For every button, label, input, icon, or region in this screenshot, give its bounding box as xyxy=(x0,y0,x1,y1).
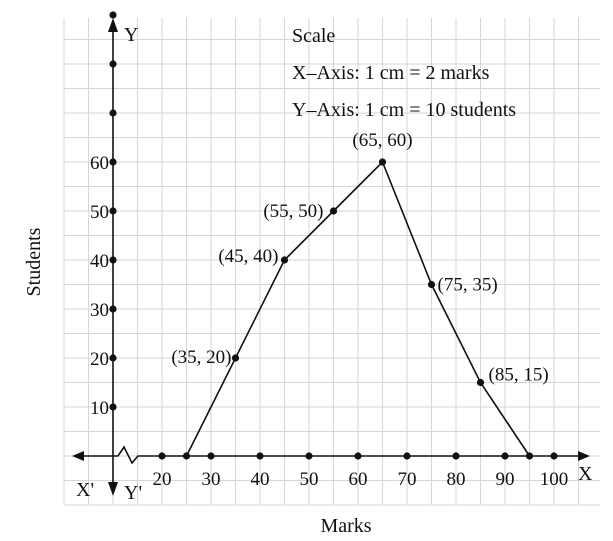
y-tick-dot xyxy=(109,256,117,264)
ticks: 20 30 40 50 60 70 80 90 100 10 20 30 40 50 60 xyxy=(90,11,568,490)
x-tick-dot xyxy=(452,452,460,460)
data-point xyxy=(231,354,240,362)
y-tick-dot xyxy=(109,60,117,68)
y-tick-label: 30 xyxy=(90,300,109,321)
scale-heading: Scale xyxy=(292,25,335,47)
y-tick-label: 20 xyxy=(90,349,109,370)
x-tick-label: 40 xyxy=(251,469,270,490)
y-tick-label: 10 xyxy=(90,398,109,419)
data-point xyxy=(525,452,534,460)
x-tick-dot xyxy=(256,452,264,460)
axis-name-y-pos: Y xyxy=(124,24,138,46)
x-tick-label: 100 xyxy=(540,469,569,490)
scale-box: Scale X–Axis: 1 cm = 2 marks Y–Axis: 1 c… xyxy=(292,25,516,121)
scale-x-axis: X–Axis: 1 cm = 2 marks xyxy=(292,62,490,84)
x-tick-label: 70 xyxy=(398,469,417,490)
data-point xyxy=(280,256,289,264)
y-axis-arrow-down xyxy=(108,482,118,496)
y-tick-label: 50 xyxy=(90,202,109,223)
axis-name-x-neg: X' xyxy=(76,479,94,501)
y-tick-dot xyxy=(109,11,117,19)
x-tick-label: 30 xyxy=(202,469,221,490)
x-tick-dot xyxy=(550,452,558,460)
data-label: (45, 40) xyxy=(218,246,278,267)
scale-y-axis: Y–Axis: 1 cm = 10 students xyxy=(292,99,516,121)
data-point xyxy=(182,452,191,460)
data-point xyxy=(427,280,436,289)
y-tick-label: 40 xyxy=(90,251,109,272)
x-tick-dot xyxy=(158,452,166,460)
x-tick-dot xyxy=(501,452,509,460)
x-axis-title: Marks xyxy=(320,515,371,537)
y-axis-arrow-up xyxy=(108,18,118,32)
x-tick-label: 90 xyxy=(496,469,515,490)
x-axis-arrow-left xyxy=(72,451,84,461)
axis-name-x-pos: X xyxy=(578,463,593,485)
x-axis-line xyxy=(76,445,585,465)
axes xyxy=(72,18,590,496)
x-tick-dot xyxy=(305,452,313,460)
data-label: (35, 20) xyxy=(171,347,231,368)
x-tick-label: 60 xyxy=(349,469,368,490)
series-line xyxy=(185,160,531,457)
data-point xyxy=(476,378,485,387)
series: (35, 20) (45, 40) (55, 50) (65, 60) (75, 35)… xyxy=(171,130,549,460)
y-axis-title: Students xyxy=(23,227,45,296)
x-tick-dot xyxy=(354,452,362,460)
x-tick-label: 80 xyxy=(447,469,466,490)
data-label: (75, 35) xyxy=(438,275,498,296)
y-tick-dot xyxy=(109,207,117,215)
y-tick-dot xyxy=(109,354,117,362)
y-tick-dot xyxy=(109,109,117,117)
x-tick-label: 20 xyxy=(153,469,172,490)
x-tick-label: 50 xyxy=(300,469,319,490)
y-tick-dot xyxy=(109,158,117,166)
data-point xyxy=(329,207,338,215)
y-tick-dot xyxy=(109,403,117,411)
grid xyxy=(63,18,600,506)
data-label: (85, 15) xyxy=(489,365,549,386)
x-tick-dot xyxy=(207,452,215,460)
axis-name-y-neg: Y' xyxy=(124,482,142,504)
y-tick-dot xyxy=(109,305,117,313)
data-point xyxy=(378,158,387,166)
data-label: (55, 50) xyxy=(263,201,323,222)
y-tick-label: 60 xyxy=(90,153,109,174)
x-tick-dot xyxy=(403,452,411,460)
x-axis-arrow-right xyxy=(578,451,590,461)
data-label: (65, 60) xyxy=(352,130,412,151)
